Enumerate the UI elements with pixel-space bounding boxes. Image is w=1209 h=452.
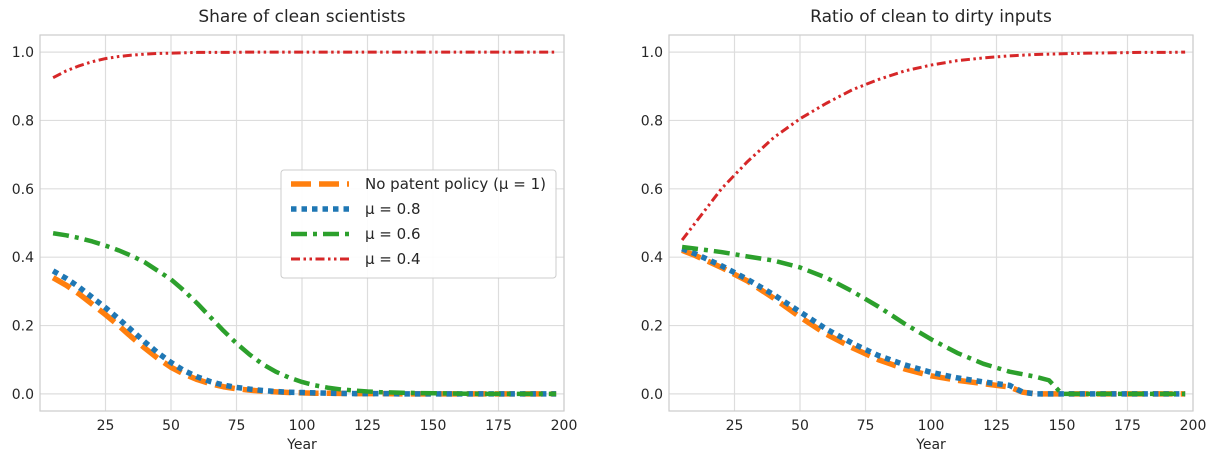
y-tick-label: 0.0 [641, 387, 663, 403]
x-tick-label: 125 [983, 418, 1010, 434]
x-tick-label: 25 [726, 418, 744, 434]
y-tick-label: 0.6 [12, 182, 34, 198]
legend-label-3: μ = 0.6 [365, 225, 421, 243]
y-tick-label: 0.4 [641, 250, 663, 266]
x-tick-label: 175 [485, 418, 512, 434]
y-tick-label: 0.2 [12, 319, 34, 335]
series-line-4 [680, 50, 1186, 242]
y-tick-label: 0.6 [641, 182, 663, 198]
x-tick-label: 200 [551, 418, 578, 434]
x-tick-label: 125 [354, 418, 381, 434]
series-lines [680, 50, 1186, 397]
series-line-2 [51, 268, 557, 397]
y-tick-label: 1.0 [12, 45, 34, 61]
y-tick-label: 0.8 [641, 113, 663, 129]
legend-box [280, 169, 557, 279]
legend-label-1: No patent policy (μ = 1) [365, 175, 546, 193]
x-tick-label: 200 [1180, 418, 1207, 434]
x-tick-label: 50 [162, 418, 180, 434]
y-tick-label: 0.0 [12, 387, 34, 403]
x-tick-label: 150 [420, 418, 447, 434]
legend: No patent policy (μ = 1) μ = 0.8 μ = 0.6 μ … [280, 169, 557, 279]
x-tick-label: 25 [97, 418, 115, 434]
chart-panel-1: 25 50 75 100 125 150 175 200 0.0 0.2 0.4 0.6 0.8 1.0 S… [12, 7, 578, 452]
x-tick-label: 100 [918, 418, 945, 434]
plot-frame [39, 34, 565, 412]
x-tick-label: 50 [791, 418, 809, 434]
chart-panel-2: 25 50 75 100 125 150 175 200 0.0 0.2 0.4 0.6 0.8 1.0 R… [641, 7, 1207, 452]
chart-title: Share of clean scientists [198, 7, 405, 27]
x-axis-label: Year [915, 437, 946, 452]
series-lines [51, 50, 557, 397]
chart-title: Ratio of clean to dirty inputs [810, 7, 1052, 27]
x-tick-label: 175 [1114, 418, 1141, 434]
series-line-3 [52, 231, 557, 397]
series-line-3 [681, 244, 1186, 397]
y-tick-label: 1.0 [641, 45, 663, 61]
x-axis-label: Year [286, 437, 317, 452]
y-tick-label: 0.8 [12, 113, 34, 129]
x-tick-label: 150 [1049, 418, 1076, 434]
x-tick-label: 75 [857, 418, 875, 434]
x-tick-label: 100 [289, 418, 316, 434]
y-tick-label: 0.2 [641, 319, 663, 335]
plot-frame [668, 34, 1194, 412]
x-tick-label: 75 [228, 418, 246, 434]
y-tick-label: 0.4 [12, 250, 34, 266]
legend-label-2: μ = 0.8 [365, 200, 421, 218]
legend-label-4: μ = 0.4 [365, 250, 421, 268]
